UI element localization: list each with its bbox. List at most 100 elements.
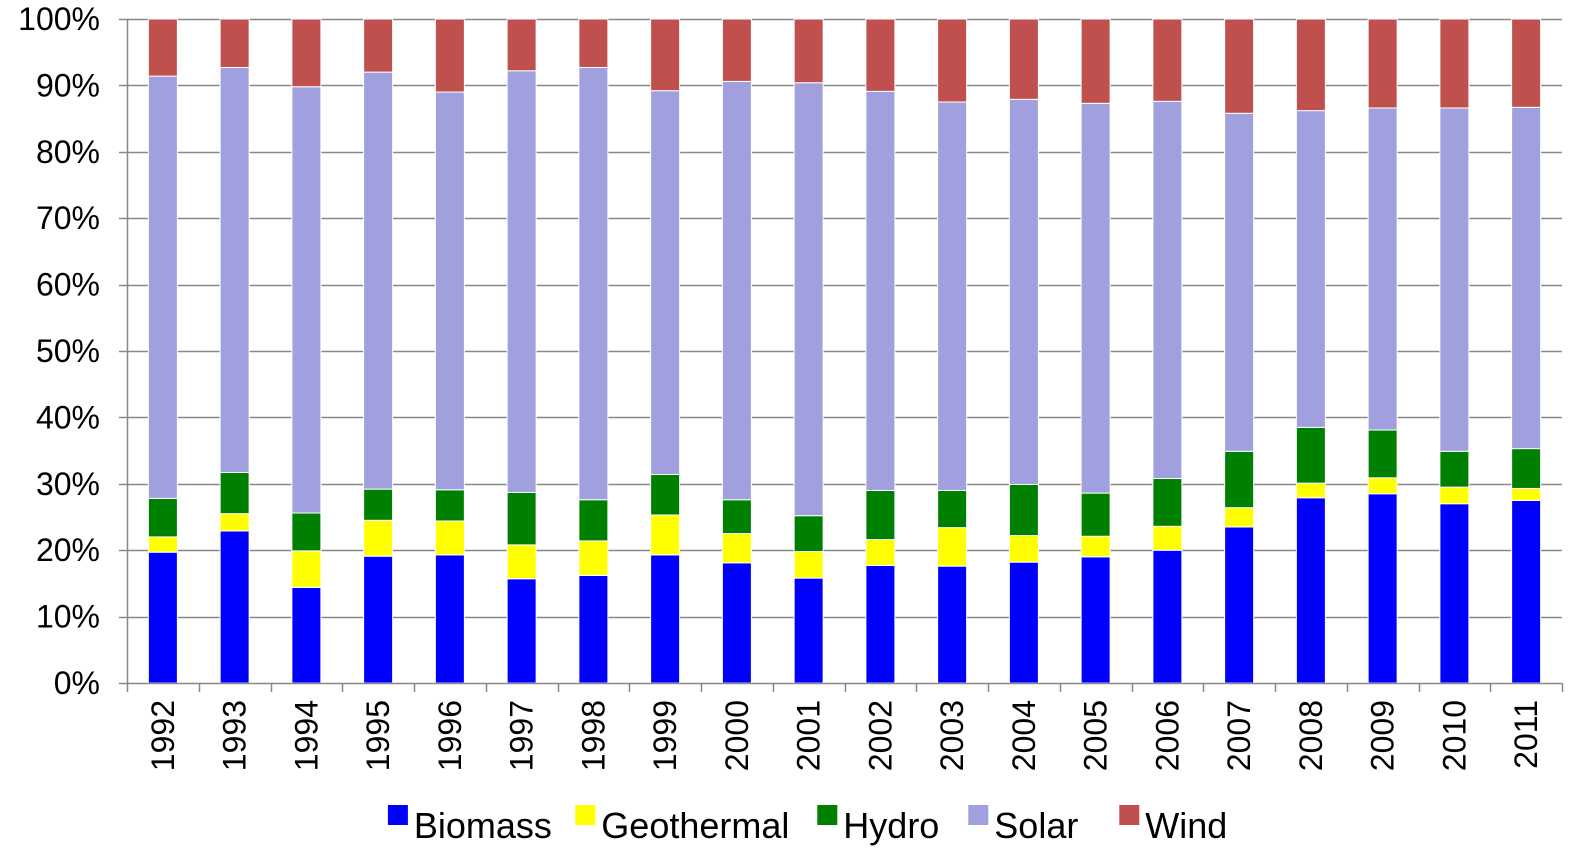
- y-tick-label: 100%: [18, 1, 100, 37]
- x-tick-label: 1997: [504, 700, 540, 771]
- bar-segment-solar-1997: [506, 70, 537, 493]
- bar-segment-hydro-1994: [291, 512, 322, 552]
- bar-segment-geothermal-2005: [1080, 535, 1111, 558]
- bar-segment-solar-1995: [363, 71, 394, 490]
- bars: [147, 18, 1542, 684]
- bar-segment-hydro-2001: [793, 515, 824, 553]
- bar-segment-hydro-1995: [363, 488, 394, 521]
- bar-segment-biomass-2004: [1008, 561, 1039, 684]
- y-axis-tick-labels: 0% 10% 20% 30% 40% 50% 60% 70% 80% 90% 100%: [18, 1, 100, 701]
- legend-item-biomass: Biomass: [387, 805, 552, 846]
- bar-segment-hydro-1996: [434, 489, 465, 522]
- bar-segment-geothermal-1996: [434, 520, 465, 556]
- bar-group-2007: [1224, 18, 1255, 684]
- bar-segment-hydro-2004: [1008, 483, 1039, 537]
- legend-swatch-geothermal: [575, 805, 596, 825]
- bar-segment-biomass-2011: [1511, 499, 1542, 684]
- bar-segment-wind-2010: [1439, 18, 1470, 109]
- bar-segment-geothermal-1993: [219, 513, 250, 532]
- bar-segment-geothermal-2010: [1439, 486, 1470, 505]
- bar-group-1995: [363, 18, 394, 684]
- bar-group-2006: [1152, 18, 1183, 684]
- bar-segment-wind-2007: [1224, 18, 1255, 114]
- bar-group-1992: [147, 18, 178, 684]
- bar-segment-biomass-2009: [1367, 493, 1398, 684]
- bar-segment-solar-2009: [1367, 107, 1398, 431]
- bar-segment-wind-2008: [1295, 18, 1326, 112]
- bar-segment-biomass-2000: [721, 562, 752, 684]
- legend-label-wind: Wind: [1145, 805, 1227, 846]
- bar-segment-solar-2010: [1439, 107, 1470, 452]
- x-tick-label: 2006: [1149, 700, 1185, 771]
- y-tick-label: 60%: [36, 267, 100, 303]
- legend-label-solar: Solar: [994, 805, 1078, 846]
- bar-group-1996: [434, 18, 465, 684]
- x-tick-label: 2011: [1508, 700, 1544, 769]
- bar-segment-solar-2007: [1224, 112, 1255, 452]
- bar-segment-solar-1993: [219, 66, 250, 474]
- x-tick-label: 1998: [575, 700, 611, 771]
- gridlines: [127, 18, 1562, 619]
- bar-segment-geothermal-2009: [1367, 477, 1398, 495]
- axes: [119, 18, 1564, 692]
- bar-segment-geothermal-2011: [1511, 487, 1542, 501]
- y-tick-label: 50%: [36, 333, 100, 369]
- bar-segment-wind-1993: [219, 18, 250, 68]
- bar-group-1999: [650, 18, 681, 684]
- bar-segment-geothermal-2007: [1224, 507, 1255, 528]
- bar-segment-wind-1999: [650, 18, 681, 92]
- legend: Biomass Geothermal Hydro Solar Wind: [387, 805, 1227, 846]
- y-tick-label: 30%: [36, 466, 100, 502]
- bar-group-2011: [1511, 18, 1542, 684]
- bar-segment-geothermal-2002: [865, 539, 896, 566]
- bar-segment-geothermal-2008: [1295, 482, 1326, 499]
- bar-segment-solar-2000: [721, 80, 752, 501]
- bar-group-2000: [721, 18, 752, 684]
- x-tick-label: 1999: [647, 700, 683, 771]
- x-tick-label: 2008: [1293, 700, 1329, 771]
- bar-segment-wind-2000: [721, 18, 752, 82]
- x-tick-label: 1993: [217, 700, 253, 771]
- bar-segment-geothermal-1997: [506, 544, 537, 580]
- legend-item-wind: Wind: [1119, 805, 1227, 846]
- bar-group-1997: [506, 18, 537, 684]
- bar-segment-geothermal-2001: [793, 551, 824, 579]
- x-tick-label: 2007: [1221, 700, 1257, 771]
- bar-segment-geothermal-2000: [721, 533, 752, 564]
- bar-group-2002: [865, 18, 896, 684]
- bar-segment-wind-2005: [1080, 18, 1111, 104]
- bar-segment-geothermal-2006: [1152, 525, 1183, 551]
- bar-segment-solar-1998: [578, 66, 609, 501]
- bar-segment-wind-2006: [1152, 18, 1183, 102]
- y-tick-label: 70%: [36, 200, 100, 236]
- bar-segment-wind-2004: [1008, 18, 1039, 100]
- x-tick-label: 1994: [288, 700, 324, 771]
- y-tick-label: 10%: [36, 599, 100, 635]
- bar-segment-biomass-2005: [1080, 556, 1111, 684]
- bar-segment-wind-1998: [578, 18, 609, 68]
- bar-segment-hydro-1998: [578, 499, 609, 542]
- y-tick-label: 20%: [36, 532, 100, 568]
- x-tick-label: 2003: [934, 700, 970, 771]
- bar-segment-hydro-1997: [506, 491, 537, 546]
- bar-group-1998: [578, 18, 609, 684]
- bar-segment-geothermal-1995: [363, 519, 394, 557]
- bar-segment-geothermal-1992: [147, 536, 178, 553]
- legend-swatch-wind: [1119, 805, 1140, 825]
- bar-segment-geothermal-2004: [1008, 535, 1039, 563]
- bar-segment-wind-2009: [1367, 18, 1398, 109]
- bar-segment-wind-2002: [865, 18, 896, 92]
- x-tick-label: 2009: [1365, 700, 1401, 771]
- bar-segment-wind-1997: [506, 18, 537, 72]
- x-tick-label: 2005: [1078, 700, 1114, 771]
- bar-segment-hydro-1999: [650, 474, 681, 516]
- bar-segment-biomass-2008: [1295, 497, 1326, 684]
- bar-segment-geothermal-1998: [578, 540, 609, 576]
- bar-segment-biomass-1998: [578, 574, 609, 684]
- bar-segment-biomass-1993: [219, 530, 250, 684]
- bar-segment-hydro-1992: [147, 497, 178, 538]
- legend-label-geothermal: Geothermal: [601, 805, 789, 846]
- bar-segment-solar-1996: [434, 91, 465, 491]
